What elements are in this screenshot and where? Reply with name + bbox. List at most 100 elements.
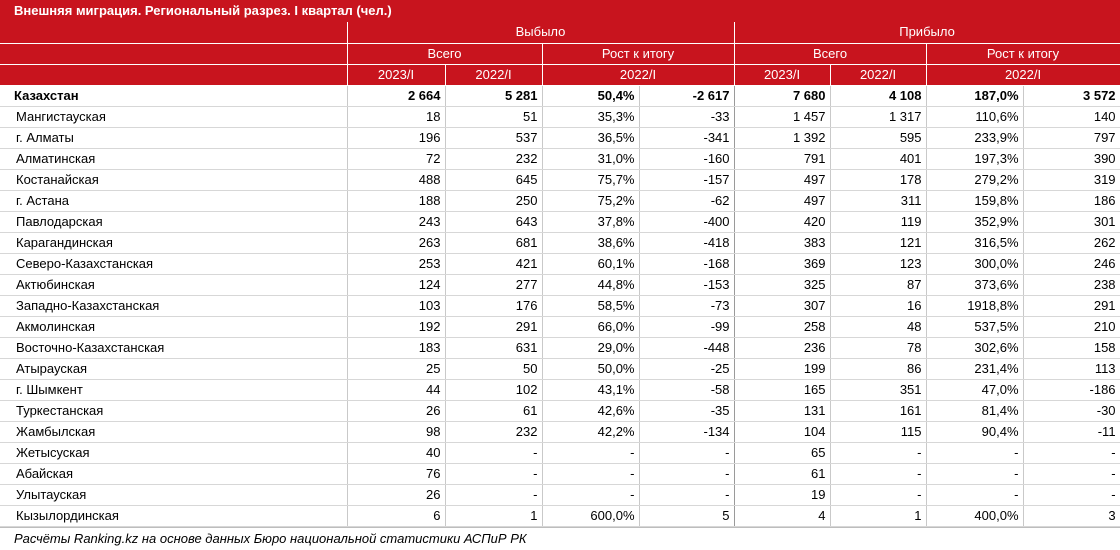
in-2023: 307 <box>734 295 831 317</box>
in-2022: 78 <box>830 337 927 359</box>
in-growth-diff: 291 <box>1023 295 1120 317</box>
region-name: Акмолинская <box>0 316 348 338</box>
region-name: Западно-Казахстанская <box>0 295 348 317</box>
out-growth-pct: 43,1% <box>542 379 640 401</box>
out-2022: 232 <box>445 148 543 170</box>
in-growth-pct: 90,4% <box>926 421 1024 443</box>
table-row: Атырауская 25 50 50,0% -25 199 86 231,4% 113 <box>0 358 1120 380</box>
in-2023: 236 <box>734 337 831 359</box>
table-row: Жамбылская 98 232 42,2% -134 104 115 90,4% -11 <box>0 421 1120 443</box>
table-row: Павлодарская 243 643 37,8% -400 420 119 352,9% 3… <box>0 211 1120 233</box>
out-2023: 76 <box>347 463 446 485</box>
table-row: Северо-Казахстанская 253 421 60,1% -168 369 12… <box>0 253 1120 275</box>
region-name: Актюбинская <box>0 274 348 296</box>
in-growth-pct: 316,5% <box>926 232 1024 254</box>
out-2023: 192 <box>347 316 446 338</box>
out-2022: 61 <box>445 400 543 422</box>
out-2023: 40 <box>347 442 446 464</box>
out-2022: 232 <box>445 421 543 443</box>
in-growth-diff: 262 <box>1023 232 1120 254</box>
out-growth-pct: 44,8% <box>542 274 640 296</box>
out-2022: 645 <box>445 169 543 191</box>
out-2023: 263 <box>347 232 446 254</box>
out-2023: 18 <box>347 106 446 128</box>
table-row: Алматинская 72 232 31,0% -160 791 401 197,3% 390 <box>0 148 1120 170</box>
header-growth-year-left: 2022/I <box>542 64 735 86</box>
out-growth-pct: 600,0% <box>542 505 640 527</box>
region-name: Павлодарская <box>0 211 348 233</box>
in-2022: 123 <box>830 253 927 275</box>
out-2023: 26 <box>347 484 446 506</box>
in-2022: 119 <box>830 211 927 233</box>
region-name: Туркестанская <box>0 400 348 422</box>
out-growth-diff: -73 <box>639 295 735 317</box>
table-row: г. Шымкент 44 102 43,1% -58 165 351 47,0% -186 <box>0 379 1120 401</box>
out-2022: 51 <box>445 106 543 128</box>
out-2023: 253 <box>347 253 446 275</box>
out-growth-pct: 50,0% <box>542 358 640 380</box>
table-row: Акмолинская 192 291 66,0% -99 258 48 537,5% 210 <box>0 316 1120 338</box>
in-2023: 497 <box>734 190 831 212</box>
out-growth-pct: 75,2% <box>542 190 640 212</box>
migration-table: Выбыло Прибыло Всего Рост к итогу Всего … <box>0 22 1120 527</box>
out-growth-diff: -99 <box>639 316 735 338</box>
in-growth-pct: 537,5% <box>926 316 1024 338</box>
header-growth-left: Рост к итогу <box>542 43 735 65</box>
out-growth-diff: -160 <box>639 148 735 170</box>
header-blank <box>0 43 348 65</box>
in-2023: 258 <box>734 316 831 338</box>
in-2023: 19 <box>734 484 831 506</box>
header-year-2023-right: 2023/I <box>734 64 831 86</box>
out-growth-diff: -153 <box>639 274 735 296</box>
in-growth-pct: 373,6% <box>926 274 1024 296</box>
in-2022: 401 <box>830 148 927 170</box>
in-2023: 383 <box>734 232 831 254</box>
region-name: г. Шымкент <box>0 379 348 401</box>
in-growth-diff: 3 572 <box>1023 85 1120 107</box>
in-growth-diff: 3 <box>1023 505 1120 527</box>
region-name: Мангистауская <box>0 106 348 128</box>
in-2023: 61 <box>734 463 831 485</box>
in-2023: 325 <box>734 274 831 296</box>
out-2022: 537 <box>445 127 543 149</box>
out-growth-pct: 66,0% <box>542 316 640 338</box>
out-growth-diff: -134 <box>639 421 735 443</box>
region-name: Восточно-Казахстанская <box>0 337 348 359</box>
in-growth-pct: 231,4% <box>926 358 1024 380</box>
table-row: Улытауская 26- - -19- - - <box>0 484 1120 506</box>
table-row: Восточно-Казахстанская 183 631 29,0% -448 236… <box>0 337 1120 359</box>
in-2022: 4 108 <box>830 85 927 107</box>
out-2023: 103 <box>347 295 446 317</box>
in-2023: 4 <box>734 505 831 527</box>
header-year-2022-left: 2022/I <box>445 64 543 86</box>
out-growth-diff: -168 <box>639 253 735 275</box>
in-growth-diff: 210 <box>1023 316 1120 338</box>
in-2022: 311 <box>830 190 927 212</box>
table-row: Туркестанская 26 61 42,6% -35 131 161 81,4% -30 <box>0 400 1120 422</box>
in-2023: 131 <box>734 400 831 422</box>
in-growth-diff: 238 <box>1023 274 1120 296</box>
out-growth-pct: 36,5% <box>542 127 640 149</box>
in-growth-pct: 81,4% <box>926 400 1024 422</box>
out-growth-diff: - <box>639 442 735 464</box>
in-growth-diff: 319 <box>1023 169 1120 191</box>
out-growth-diff: -448 <box>639 337 735 359</box>
in-growth-pct: 110,6% <box>926 106 1024 128</box>
header-growth-right: Рост к итогу <box>926 43 1120 65</box>
out-2022: 421 <box>445 253 543 275</box>
out-growth-diff: - <box>639 484 735 506</box>
in-growth-pct: 352,9% <box>926 211 1024 233</box>
in-2022: 351 <box>830 379 927 401</box>
table-row: г. Астана 188 250 75,2% -62 497 311 159,8% 186 <box>0 190 1120 212</box>
in-2022: 16 <box>830 295 927 317</box>
out-growth-diff: -62 <box>639 190 735 212</box>
out-growth-pct: 35,3% <box>542 106 640 128</box>
in-2023: 165 <box>734 379 831 401</box>
out-2023: 98 <box>347 421 446 443</box>
out-growth-pct: 31,0% <box>542 148 640 170</box>
out-2022: 681 <box>445 232 543 254</box>
region-name: г. Астана <box>0 190 348 212</box>
out-2023: 25 <box>347 358 446 380</box>
region-name: Жетысуская <box>0 442 348 464</box>
